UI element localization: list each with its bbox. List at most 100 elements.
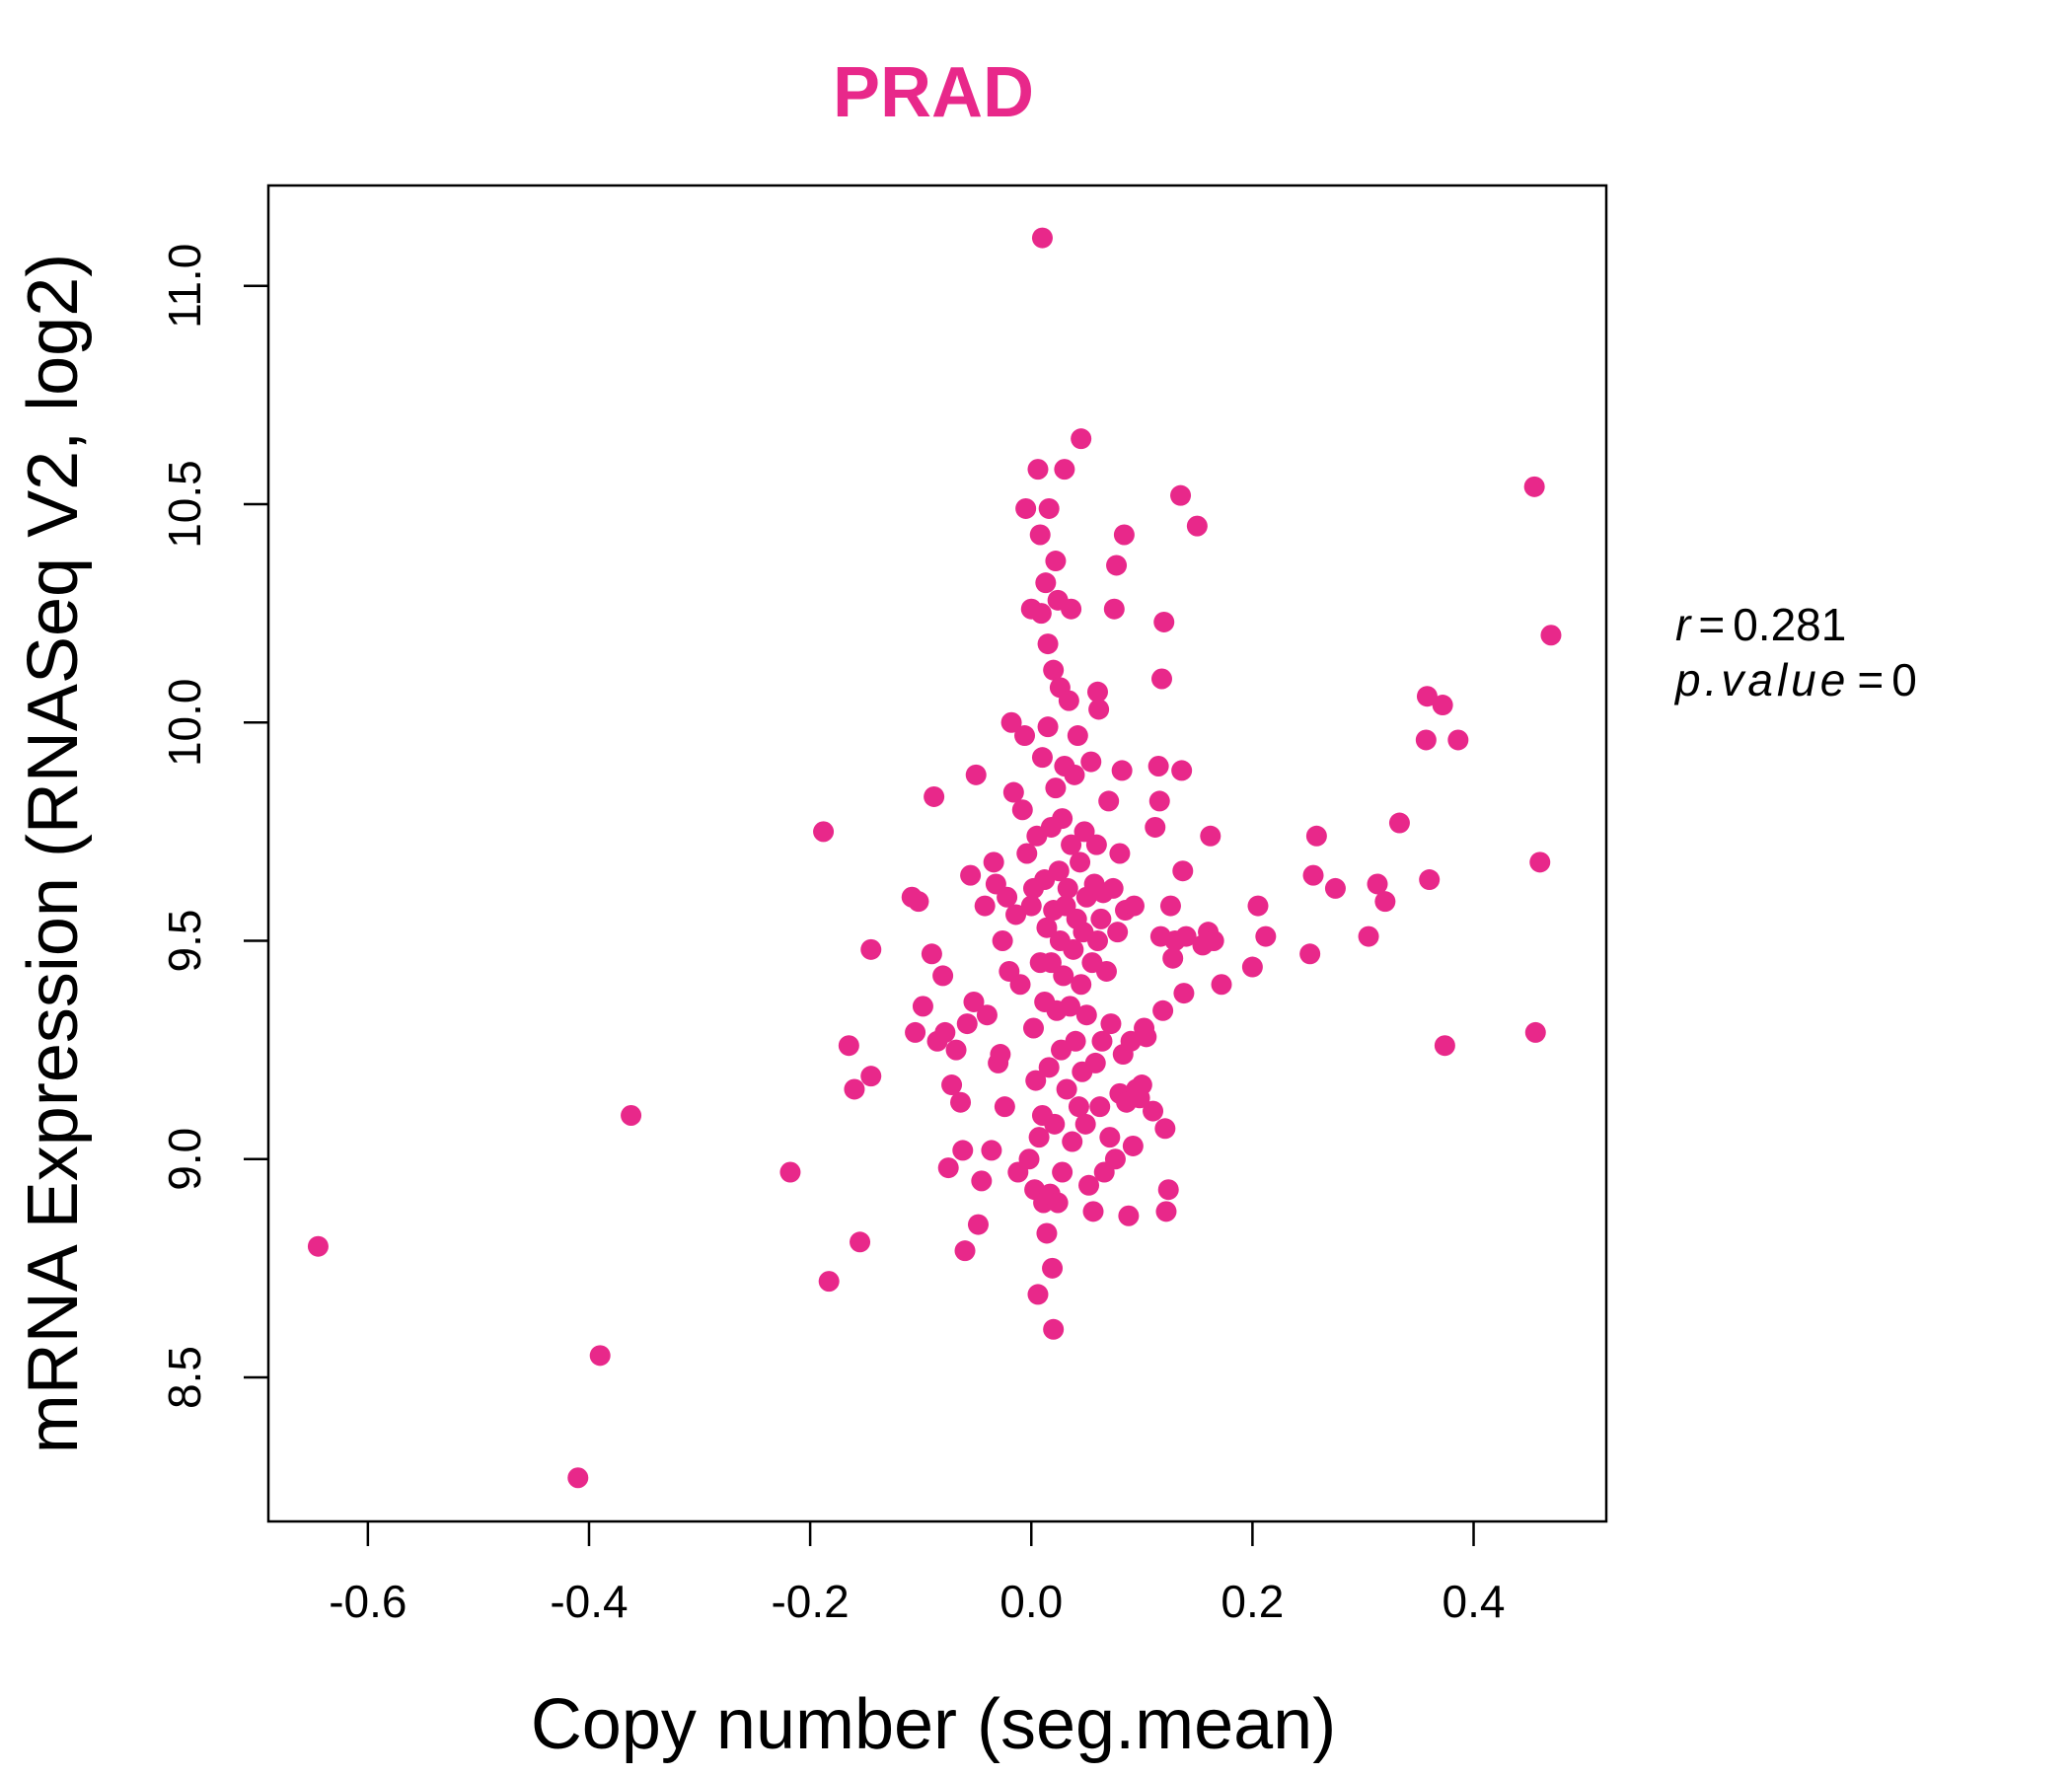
data-point — [1524, 1021, 1546, 1043]
data-point — [1011, 799, 1033, 821]
x-tick-label: -0.4 — [550, 1576, 628, 1627]
data-point — [1027, 459, 1049, 481]
data-point — [1095, 960, 1117, 982]
data-point — [1059, 996, 1080, 1017]
data-point — [1037, 633, 1059, 655]
data-point — [1173, 983, 1195, 1004]
x-axis-label: Copy number (seg.mean) — [531, 1685, 1336, 1764]
data-point — [1042, 1257, 1064, 1279]
data-point — [1071, 428, 1092, 450]
data-point — [1106, 555, 1128, 576]
data-point — [1203, 929, 1224, 951]
data-point — [1102, 877, 1124, 899]
data-point — [818, 1271, 840, 1293]
data-point — [952, 1140, 974, 1161]
data-point — [941, 1074, 963, 1096]
data-point — [1071, 974, 1092, 996]
data-point — [983, 851, 1004, 873]
data-point — [1091, 1030, 1113, 1052]
x-tick-label: 0.0 — [999, 1576, 1063, 1627]
data-point — [1118, 1205, 1140, 1226]
data-point — [1171, 760, 1193, 781]
data-point — [850, 1231, 871, 1253]
x-tick-label: 0.2 — [1221, 1576, 1284, 1627]
p-label: p.value — [1673, 654, 1849, 705]
y-tick-label: 9.5 — [159, 910, 210, 973]
data-point — [945, 1039, 967, 1061]
data-point — [967, 1214, 989, 1235]
y-tick-label: 10.5 — [159, 460, 210, 549]
data-point — [1086, 929, 1108, 951]
data-point — [1247, 895, 1269, 917]
data-point — [307, 1235, 329, 1257]
data-point — [1000, 711, 1022, 733]
data-point — [1162, 947, 1184, 969]
data-point — [1154, 1118, 1176, 1140]
r-equals: = — [1698, 599, 1725, 650]
data-point — [1082, 1201, 1104, 1222]
data-point — [932, 965, 954, 987]
y-tick-label: 8.5 — [159, 1346, 210, 1409]
data-point — [1090, 908, 1112, 929]
data-point — [934, 1021, 956, 1043]
data-point — [1155, 1201, 1177, 1222]
data-point — [1358, 925, 1379, 947]
data-point — [1086, 681, 1108, 703]
data-point — [621, 1104, 642, 1126]
data-point — [990, 1044, 1011, 1066]
data-point — [1009, 974, 1031, 996]
data-point — [1255, 925, 1277, 947]
data-point — [981, 1140, 1002, 1161]
data-point — [1170, 484, 1192, 506]
data-point — [1324, 877, 1346, 899]
data-point — [1052, 808, 1073, 830]
data-point — [905, 1021, 926, 1043]
data-point — [1175, 925, 1197, 947]
data-point — [1073, 821, 1095, 843]
chart-title: PRAD — [833, 53, 1034, 132]
x-tick-label: -0.2 — [771, 1576, 849, 1627]
data-point — [956, 1013, 978, 1035]
data-point — [1098, 790, 1120, 812]
x-axis: -0.6 -0.4 -0.2 0.0 0.2 0.4 — [329, 1521, 1505, 1627]
data-point — [1031, 227, 1053, 249]
data-point — [1367, 873, 1388, 895]
data-point — [963, 991, 985, 1012]
y-axis: 8.5 9.0 9.5 10.0 10.5 11.0 — [159, 244, 268, 1409]
data-point — [1029, 524, 1051, 546]
data-point — [960, 864, 982, 886]
data-point — [950, 1091, 972, 1113]
data-point — [1068, 1096, 1089, 1118]
data-point — [1064, 764, 1085, 785]
data-point — [1027, 1284, 1049, 1305]
data-point — [1148, 790, 1170, 812]
data-point — [1061, 598, 1082, 620]
y-tick-label: 9.0 — [159, 1128, 210, 1191]
data-point — [1113, 524, 1135, 546]
data-point — [937, 1157, 959, 1179]
r-statistic: r = 0.281 — [1675, 599, 1846, 650]
data-point — [1037, 716, 1059, 738]
data-point — [965, 764, 987, 785]
data-point — [1172, 860, 1194, 882]
data-point — [1299, 943, 1321, 965]
data-point — [1136, 1026, 1157, 1048]
data-point — [1085, 834, 1107, 855]
data-point — [1031, 747, 1053, 769]
data-point — [1419, 869, 1441, 891]
data-point — [1143, 1100, 1164, 1122]
data-point — [1415, 729, 1437, 751]
data-point — [1088, 699, 1110, 720]
data-point — [1043, 1318, 1065, 1340]
data-point — [997, 886, 1018, 908]
r-label: r — [1675, 599, 1692, 650]
data-point — [1150, 668, 1172, 690]
data-point — [1020, 895, 1042, 917]
data-point — [1045, 551, 1067, 572]
data-point — [1036, 917, 1058, 938]
y-axis-label: mRNA Expression (RNASeq V2, log2) — [14, 254, 93, 1453]
data-point — [921, 943, 942, 965]
data-point — [567, 1467, 589, 1489]
data-point — [1374, 891, 1396, 913]
data-point — [1078, 1174, 1100, 1196]
